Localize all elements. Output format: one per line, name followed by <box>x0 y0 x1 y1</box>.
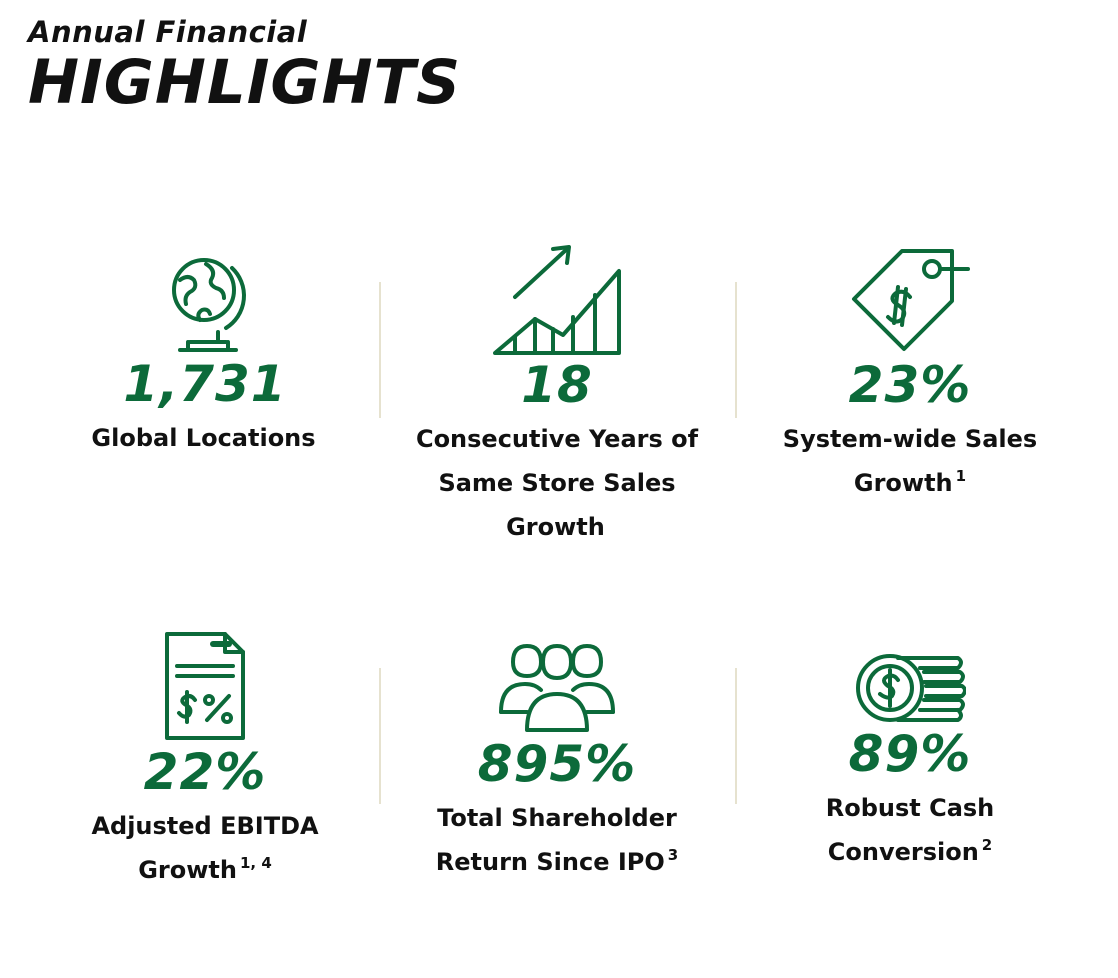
stat-value: 18 <box>521 356 593 414</box>
stat-value: 23% <box>848 356 972 414</box>
stat-label: System-wide Sales Growth 1 <box>760 417 1060 505</box>
page-title: HIGHLIGHTS <box>28 47 462 118</box>
stat-value: 22% <box>143 743 267 801</box>
stat-shareholder-return: 895% Total Shareholder Return Since IPO 3 <box>377 642 737 884</box>
document-dollar-percent-icon <box>165 632 245 740</box>
footnote-ref: 1 <box>955 467 967 485</box>
stat-label: Adjusted EBITDA Growth 1, 4 <box>55 804 355 892</box>
stat-system-wide-sales: 23% System-wide Sales Growth 1 <box>730 243 1090 505</box>
divider <box>735 282 737 418</box>
stat-value: 1,731 <box>123 355 287 413</box>
stat-adjusted-ebitda: 22% Adjusted EBITDA Growth 1, 4 <box>25 630 385 892</box>
people-group-icon <box>499 644 615 732</box>
stat-cash-conversion: 89% Robust Cash Conversion 2 <box>730 652 1090 874</box>
stat-label-text: Consecutive Years of Same Store Sales Gr… <box>415 425 699 541</box>
stat-label-text: System-wide Sales Growth <box>782 425 1038 497</box>
divider <box>379 282 381 418</box>
header: Annual Financial HIGHLIGHTS <box>28 14 461 116</box>
stat-value: 895% <box>477 735 637 793</box>
stat-label-text: Adjusted EBITDA Growth <box>91 812 319 884</box>
coins-icon <box>856 654 966 722</box>
divider <box>379 668 381 804</box>
stat-label: Global Locations <box>55 416 355 460</box>
stat-label-text: Total Shareholder Return Since IPO <box>435 804 677 876</box>
stat-consecutive-years: 18 Consecutive Years of Same Store Sales… <box>377 243 737 549</box>
stat-label-text: Robust Cash Conversion <box>825 794 995 866</box>
price-tag-icon <box>852 249 970 351</box>
growth-chart-icon <box>493 245 621 355</box>
stat-value: 89% <box>848 725 972 783</box>
stat-label: Total Shareholder Return Since IPO 3 <box>407 796 707 884</box>
stat-label: Robust Cash Conversion 2 <box>760 786 1060 874</box>
stat-label-text: Global Locations <box>91 424 316 452</box>
footnote-ref: 1, 4 <box>239 854 272 872</box>
divider <box>735 668 737 804</box>
stat-label: Consecutive Years of Same Store Sales Gr… <box>407 417 707 549</box>
globe-icon <box>172 258 246 352</box>
footnote-ref: 3 <box>667 846 679 864</box>
footnote-ref: 2 <box>981 836 993 854</box>
page-subtitle: Annual Financial <box>28 15 308 49</box>
stat-global-locations: 1,731 Global Locations <box>25 250 385 460</box>
